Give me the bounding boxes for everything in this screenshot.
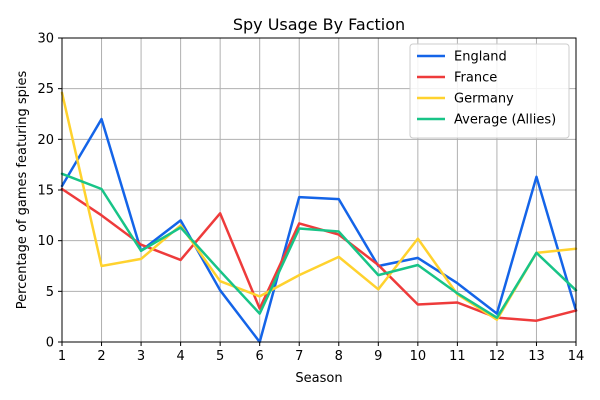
legend-label-average-allies: Average (Allies) (454, 113, 556, 128)
x-tick-label: 1 (58, 349, 66, 364)
chart-title: Spy Usage By Faction (233, 15, 405, 34)
y-tick-label: 25 (37, 82, 54, 97)
series-line-average-allies (60, 172, 578, 319)
legend-label-germany: Germany (454, 92, 514, 107)
y-tick-label: 0 (46, 336, 54, 351)
x-tick-label: 2 (97, 349, 105, 364)
x-tick-label: 11 (449, 349, 466, 364)
series-lines (60, 91, 578, 344)
x-tick-label: 9 (374, 349, 382, 364)
y-tick-label: 15 (37, 184, 54, 199)
x-tick-label: 10 (410, 349, 427, 364)
y-tick-label: 10 (37, 234, 54, 249)
x-tick-label: 3 (137, 349, 145, 364)
x-tick-label: 12 (489, 349, 506, 364)
x-tick-label: 5 (216, 349, 224, 364)
x-tick-label: 13 (528, 349, 545, 364)
legend-label-england: England (454, 50, 507, 65)
x-axis-label: Season (295, 371, 342, 386)
y-tick-label: 30 (37, 32, 54, 47)
x-tick-label: 14 (568, 349, 585, 364)
legend-label-france: France (454, 71, 497, 86)
y-tick-label: 20 (37, 133, 54, 148)
legend: England France Germany Average (Allies) (409, 43, 570, 139)
x-tick-label: 7 (295, 349, 303, 364)
y-tick-label: 5 (46, 285, 54, 300)
legend-box (409, 43, 570, 139)
x-tick-label: 8 (335, 349, 343, 364)
x-tick-label: 6 (256, 349, 264, 364)
y-axis-label: Percentage of games featuring spies (15, 70, 30, 309)
series-line-germany (60, 91, 578, 321)
x-tick-label: 4 (176, 349, 184, 364)
